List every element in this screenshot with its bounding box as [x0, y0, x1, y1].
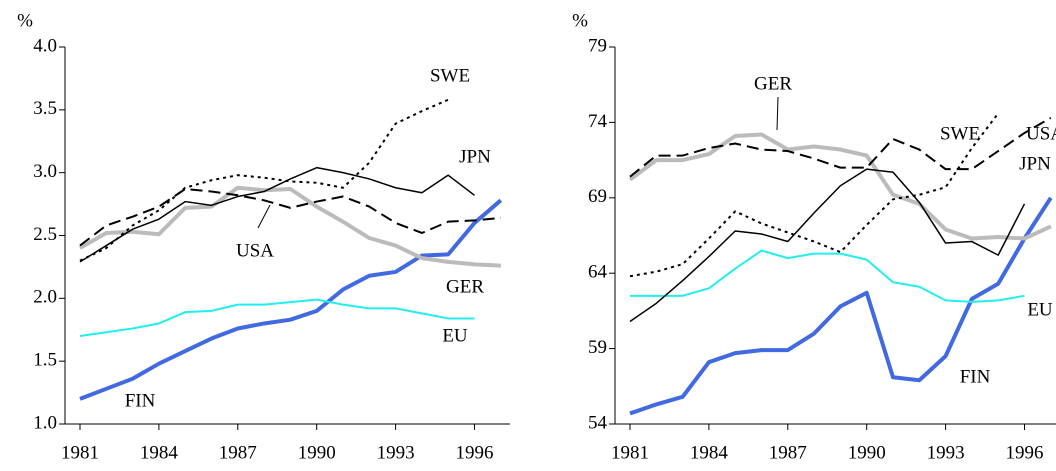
x-tick-label: 1984	[140, 442, 179, 463]
series-line	[629, 117, 1052, 178]
unit-label: %	[17, 10, 33, 31]
series-line	[79, 198, 503, 401]
x-tick-label: 1990	[298, 442, 336, 463]
unit-label: %	[572, 10, 588, 31]
series-label: SWE	[430, 65, 470, 86]
series-line	[79, 98, 449, 262]
series-label: USA	[1026, 123, 1056, 144]
series-label: FIN	[125, 390, 156, 411]
x-tick-label: 1981	[61, 442, 99, 463]
series-label: JPN	[1019, 153, 1051, 174]
y-tick-label: 79	[588, 35, 607, 56]
series-label: JPN	[459, 146, 491, 167]
x-tick-label: 1984	[690, 442, 729, 463]
chart: % 54 59 64 69 74 79 1981 1984 1987 1990 1993 1996 FIN…	[572, 10, 1056, 463]
series-line	[629, 196, 1053, 416]
leader-line	[776, 96, 779, 131]
y-tick-label: 4.0	[33, 35, 57, 56]
series-line	[629, 249, 1025, 303]
x-tick-label: 1987	[219, 442, 257, 463]
y-tick-label: 2.0	[33, 287, 57, 308]
y-tick-label: 3.0	[33, 161, 57, 182]
x-tick-label: 1996	[1005, 442, 1043, 463]
x-tick-label: 1993	[377, 442, 415, 463]
y-tick-label: 59	[588, 337, 607, 358]
y-tick-label: 3.5	[33, 98, 57, 119]
y-tick-label: 74	[588, 111, 608, 132]
chart: % 1.0 1.5 2.0 2.5 3.0 3.5 4.0 1981 1984 1987 1990 19…	[17, 10, 510, 463]
x-tick-label: 1987	[769, 442, 807, 463]
y-tick-label: 69	[588, 186, 607, 207]
series-label: GER	[754, 73, 792, 94]
series-line	[79, 188, 501, 247]
x-tick-label: 1981	[611, 442, 649, 463]
x-tick-label: 1996	[455, 442, 493, 463]
series-line	[628, 132, 1052, 241]
y-tick-label: 2.5	[33, 224, 57, 245]
series-label: USA	[236, 240, 274, 261]
y-tick-label: 1.5	[33, 350, 57, 371]
series-line	[629, 168, 1026, 323]
x-tick-label: 1990	[848, 442, 886, 463]
y-tick-label: 1.0	[33, 412, 57, 433]
series-line	[79, 166, 475, 263]
series-label: GER	[446, 276, 484, 297]
series-label: EU	[442, 325, 468, 346]
leader-line	[257, 204, 271, 229]
y-tick-label: 54	[588, 412, 608, 433]
series-label: EU	[1027, 299, 1053, 320]
x-tick-label: 1993	[927, 442, 965, 463]
series-line	[79, 298, 475, 338]
y-tick-label: 64	[588, 262, 608, 283]
series-label: SWE	[940, 123, 980, 144]
series-line	[78, 185, 501, 268]
series-label: FIN	[960, 366, 991, 387]
